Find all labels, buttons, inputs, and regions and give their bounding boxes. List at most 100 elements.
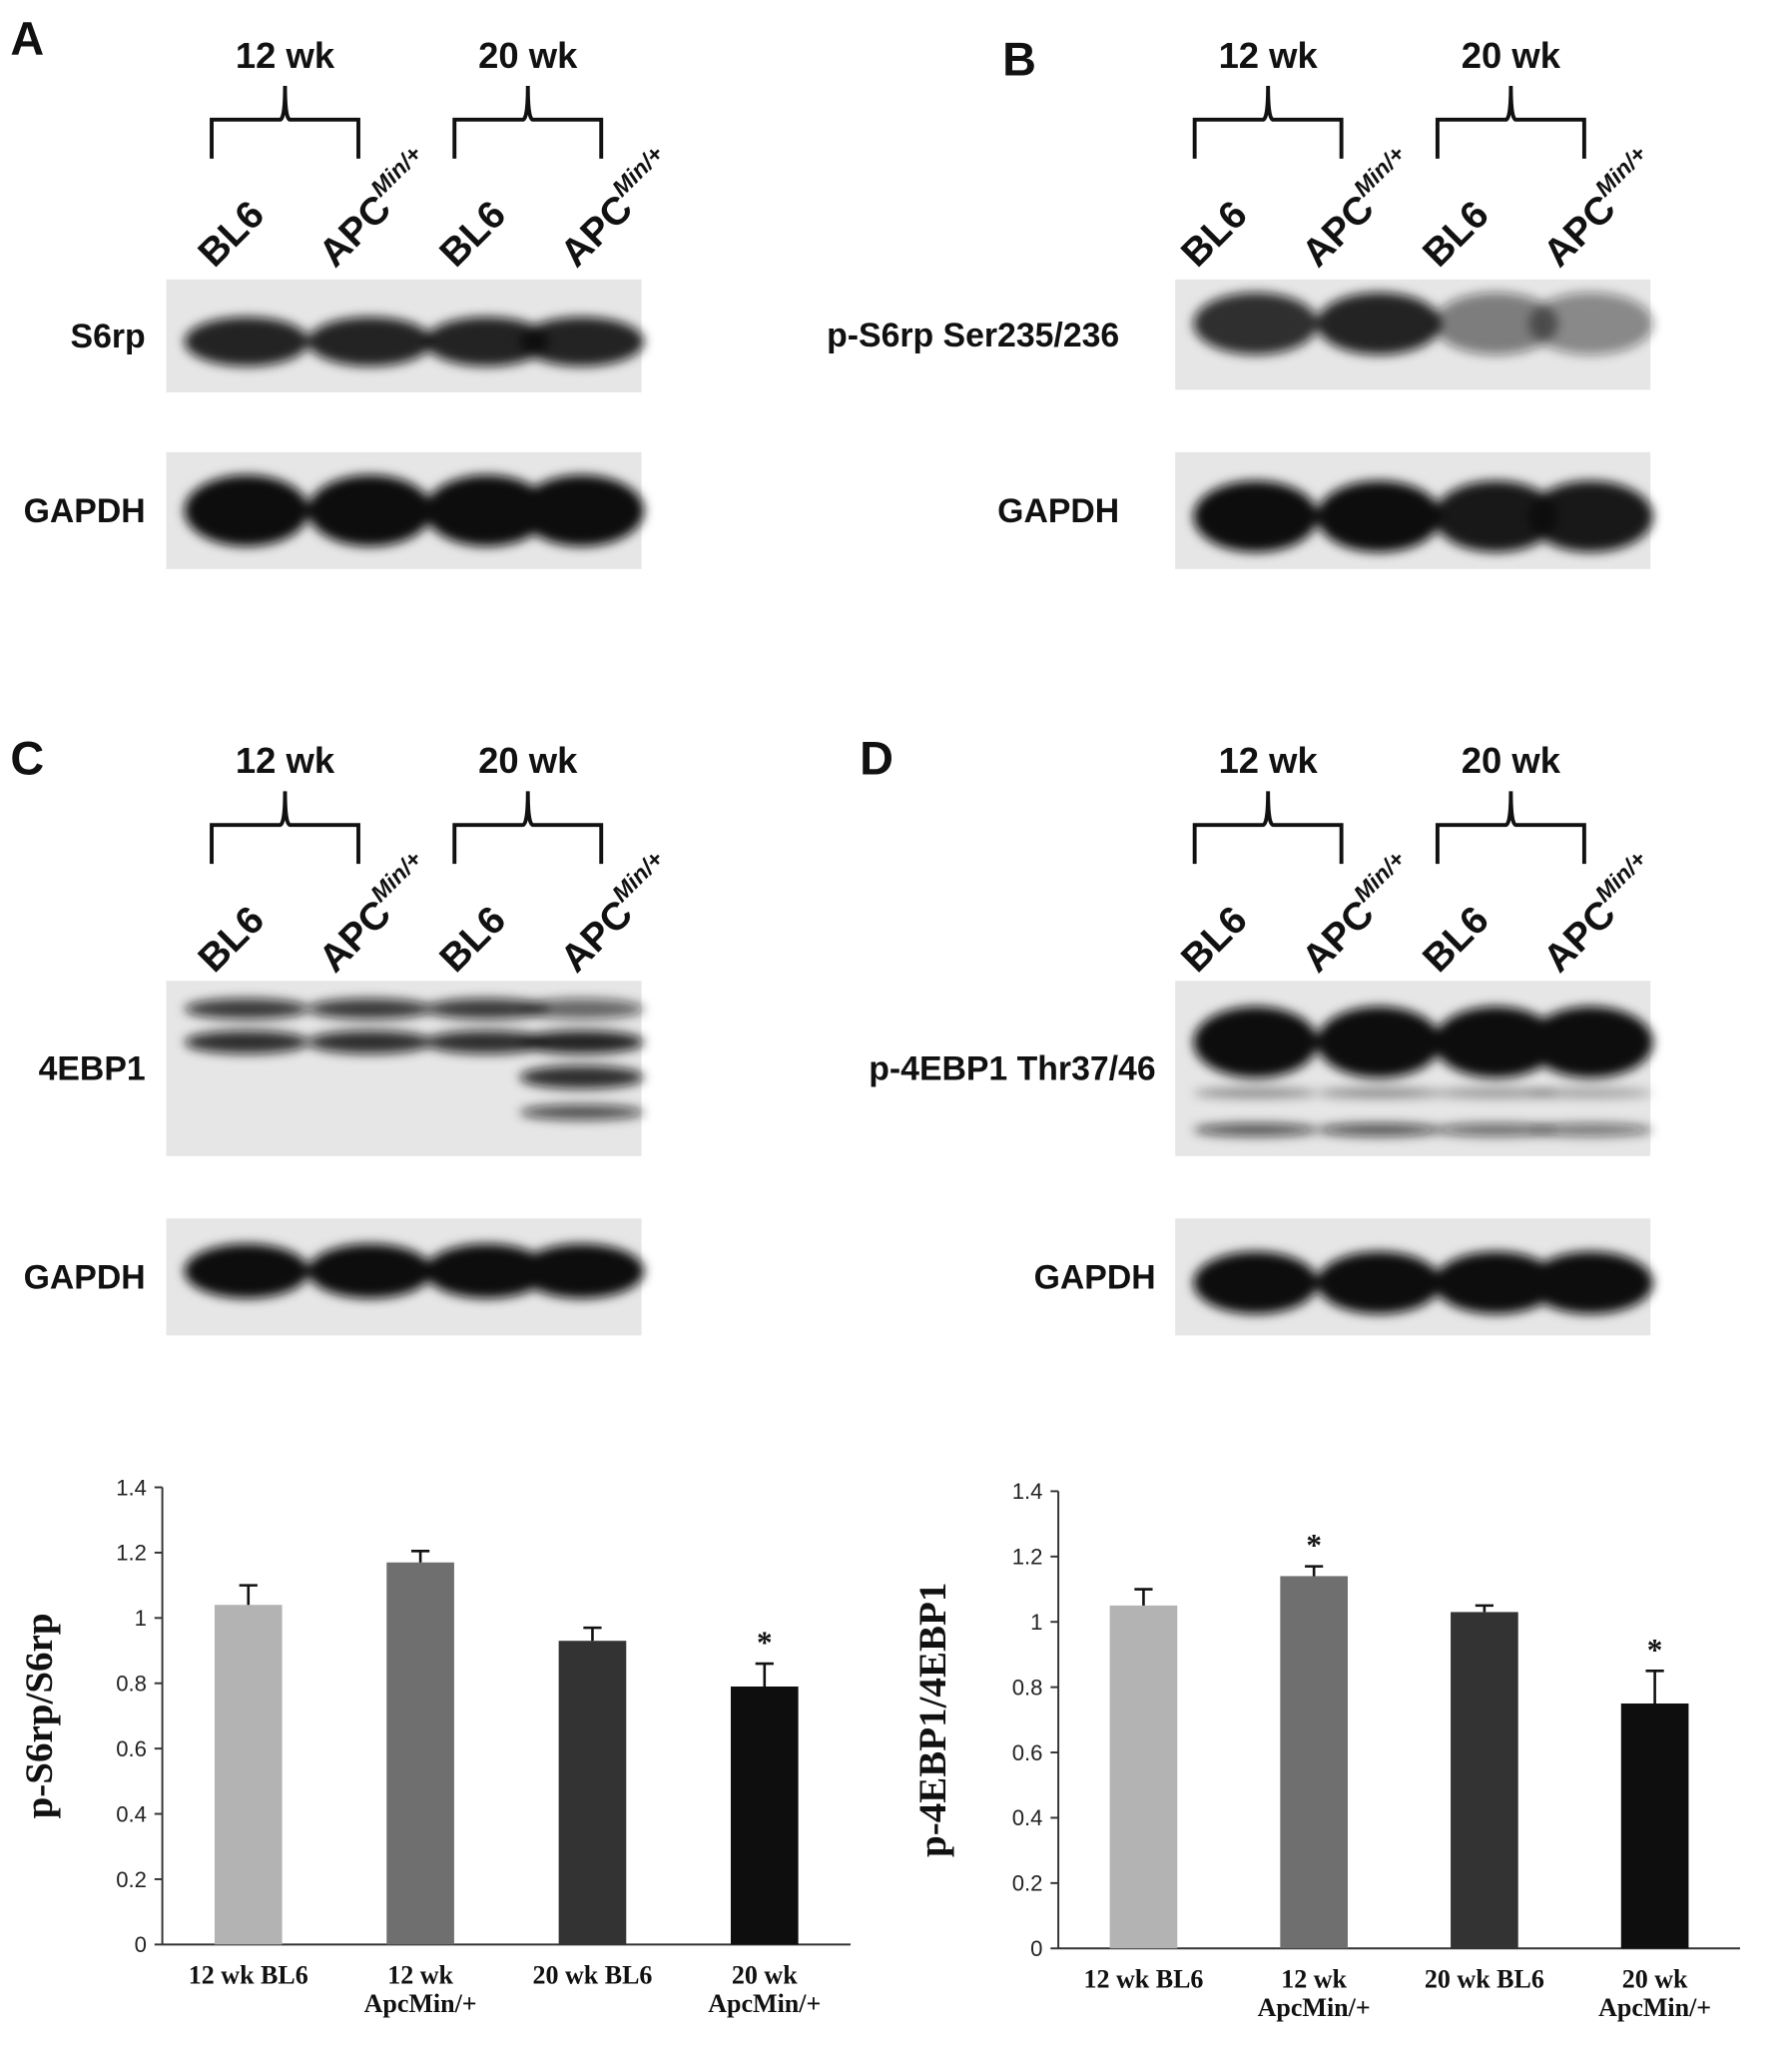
x-tick-label: 20 wk ApcMin/+ [1598, 1964, 1711, 2022]
band [424, 998, 550, 1020]
bracket [1192, 791, 1344, 865]
lane-name: APC [1294, 892, 1383, 981]
blot-bands [1193, 1006, 1653, 1136]
band [1316, 1251, 1442, 1314]
significance-marker: * [1306, 1528, 1322, 1563]
lane-superscript: Min/+ [607, 140, 668, 201]
band [307, 317, 433, 366]
lane-label: BL6 [191, 193, 274, 276]
band [1434, 292, 1558, 355]
x-tick-label: 20 wk ApcMin/+ [708, 1960, 821, 2018]
error-bar [1134, 1588, 1153, 1606]
band [424, 1243, 550, 1299]
band [519, 998, 645, 1020]
blot-label: GAPDH [997, 492, 1119, 530]
error-bar [1305, 1565, 1324, 1577]
blot-bands [1193, 292, 1653, 355]
group-label: 20 wk [478, 35, 578, 76]
significance-marker: * [757, 1626, 773, 1661]
lane-name: APC [311, 892, 400, 981]
bar [386, 1562, 454, 1945]
y-tick-label: 0.2 [116, 1867, 147, 1892]
blot-label: p-S6rp Ser235/236 [827, 317, 1119, 354]
band [424, 317, 550, 366]
lane-name: APC [552, 892, 641, 981]
band [1527, 480, 1653, 552]
blot-label: S6rp [71, 318, 146, 355]
error-bar [1645, 1669, 1664, 1704]
band [184, 474, 309, 547]
error-bar [239, 1584, 258, 1606]
bracket [1192, 86, 1344, 159]
band [307, 1243, 433, 1299]
panel-letter: D [860, 732, 894, 784]
band [184, 1243, 309, 1299]
lane-label: BL6 [1415, 899, 1497, 982]
band [1434, 1251, 1558, 1314]
band [1316, 1006, 1442, 1078]
lane-name: BL6 [1173, 193, 1256, 276]
lane-label: BL6 [1173, 193, 1256, 276]
group-label: 12 wk [236, 35, 335, 76]
blot-bands [184, 998, 645, 1120]
band [1434, 480, 1558, 552]
lane-name: BL6 [191, 193, 274, 276]
lane-superscript: Min/+ [1349, 846, 1410, 907]
band [1193, 1251, 1319, 1314]
band [519, 1243, 645, 1299]
y-tick-label: 0 [135, 1932, 147, 1957]
band [307, 1029, 433, 1054]
band [519, 474, 645, 547]
y-tick-label: 1.2 [1012, 1545, 1043, 1570]
error-bar [411, 1549, 430, 1563]
lane-label: APCMin/+ [1291, 846, 1426, 981]
blot-label: GAPDH [24, 492, 146, 530]
band [184, 998, 309, 1020]
error-bar [755, 1662, 774, 1688]
panel-letter: B [1002, 34, 1036, 86]
bar [558, 1641, 627, 1945]
lane-label: BL6 [432, 193, 515, 276]
y-tick-label: 1.2 [116, 1541, 147, 1566]
lane-label: APCMin/+ [307, 846, 442, 981]
band [424, 474, 550, 547]
y-tick-label: 0 [1030, 1936, 1042, 1961]
band [307, 474, 433, 547]
blot-bands [184, 1243, 645, 1299]
bracket [210, 86, 360, 159]
lane-name: BL6 [1415, 193, 1497, 276]
lane-name: APC [552, 187, 641, 276]
y-tick-label: 0.8 [116, 1672, 147, 1697]
band [1527, 1087, 1653, 1098]
x-tick-label: 20 wk BL6 [532, 1960, 652, 1989]
y-tick-label: 0.4 [116, 1801, 147, 1826]
significance-marker: * [1647, 1633, 1663, 1668]
band [184, 1029, 309, 1054]
bracket [210, 791, 360, 865]
lane-label: APCMin/+ [549, 846, 684, 981]
lane-label: APCMin/+ [549, 140, 684, 275]
band [1527, 1122, 1653, 1136]
panel-letter: A [10, 13, 44, 65]
band [1434, 1122, 1558, 1136]
lane-label: BL6 [1173, 899, 1256, 982]
lane-label: BL6 [1415, 193, 1497, 276]
lane-name: APC [311, 187, 400, 276]
lane-label: BL6 [432, 899, 515, 982]
blot-label: GAPDH [1034, 1258, 1156, 1296]
lane-superscript: Min/+ [607, 846, 668, 907]
group-label: 12 wk [236, 740, 335, 781]
lane-label: APCMin/+ [307, 140, 442, 275]
band [519, 317, 645, 366]
band [1316, 1122, 1442, 1136]
lane-name: APC [1294, 187, 1383, 276]
lane-name: BL6 [1415, 899, 1497, 982]
lane-name: BL6 [432, 193, 515, 276]
bracket [452, 791, 604, 865]
band [1316, 292, 1442, 355]
lane-superscript: Min/+ [1349, 140, 1410, 201]
y-tick-label: 1 [135, 1606, 147, 1631]
bar [1620, 1703, 1689, 1949]
y-tick-label: 0.4 [1012, 1805, 1043, 1830]
